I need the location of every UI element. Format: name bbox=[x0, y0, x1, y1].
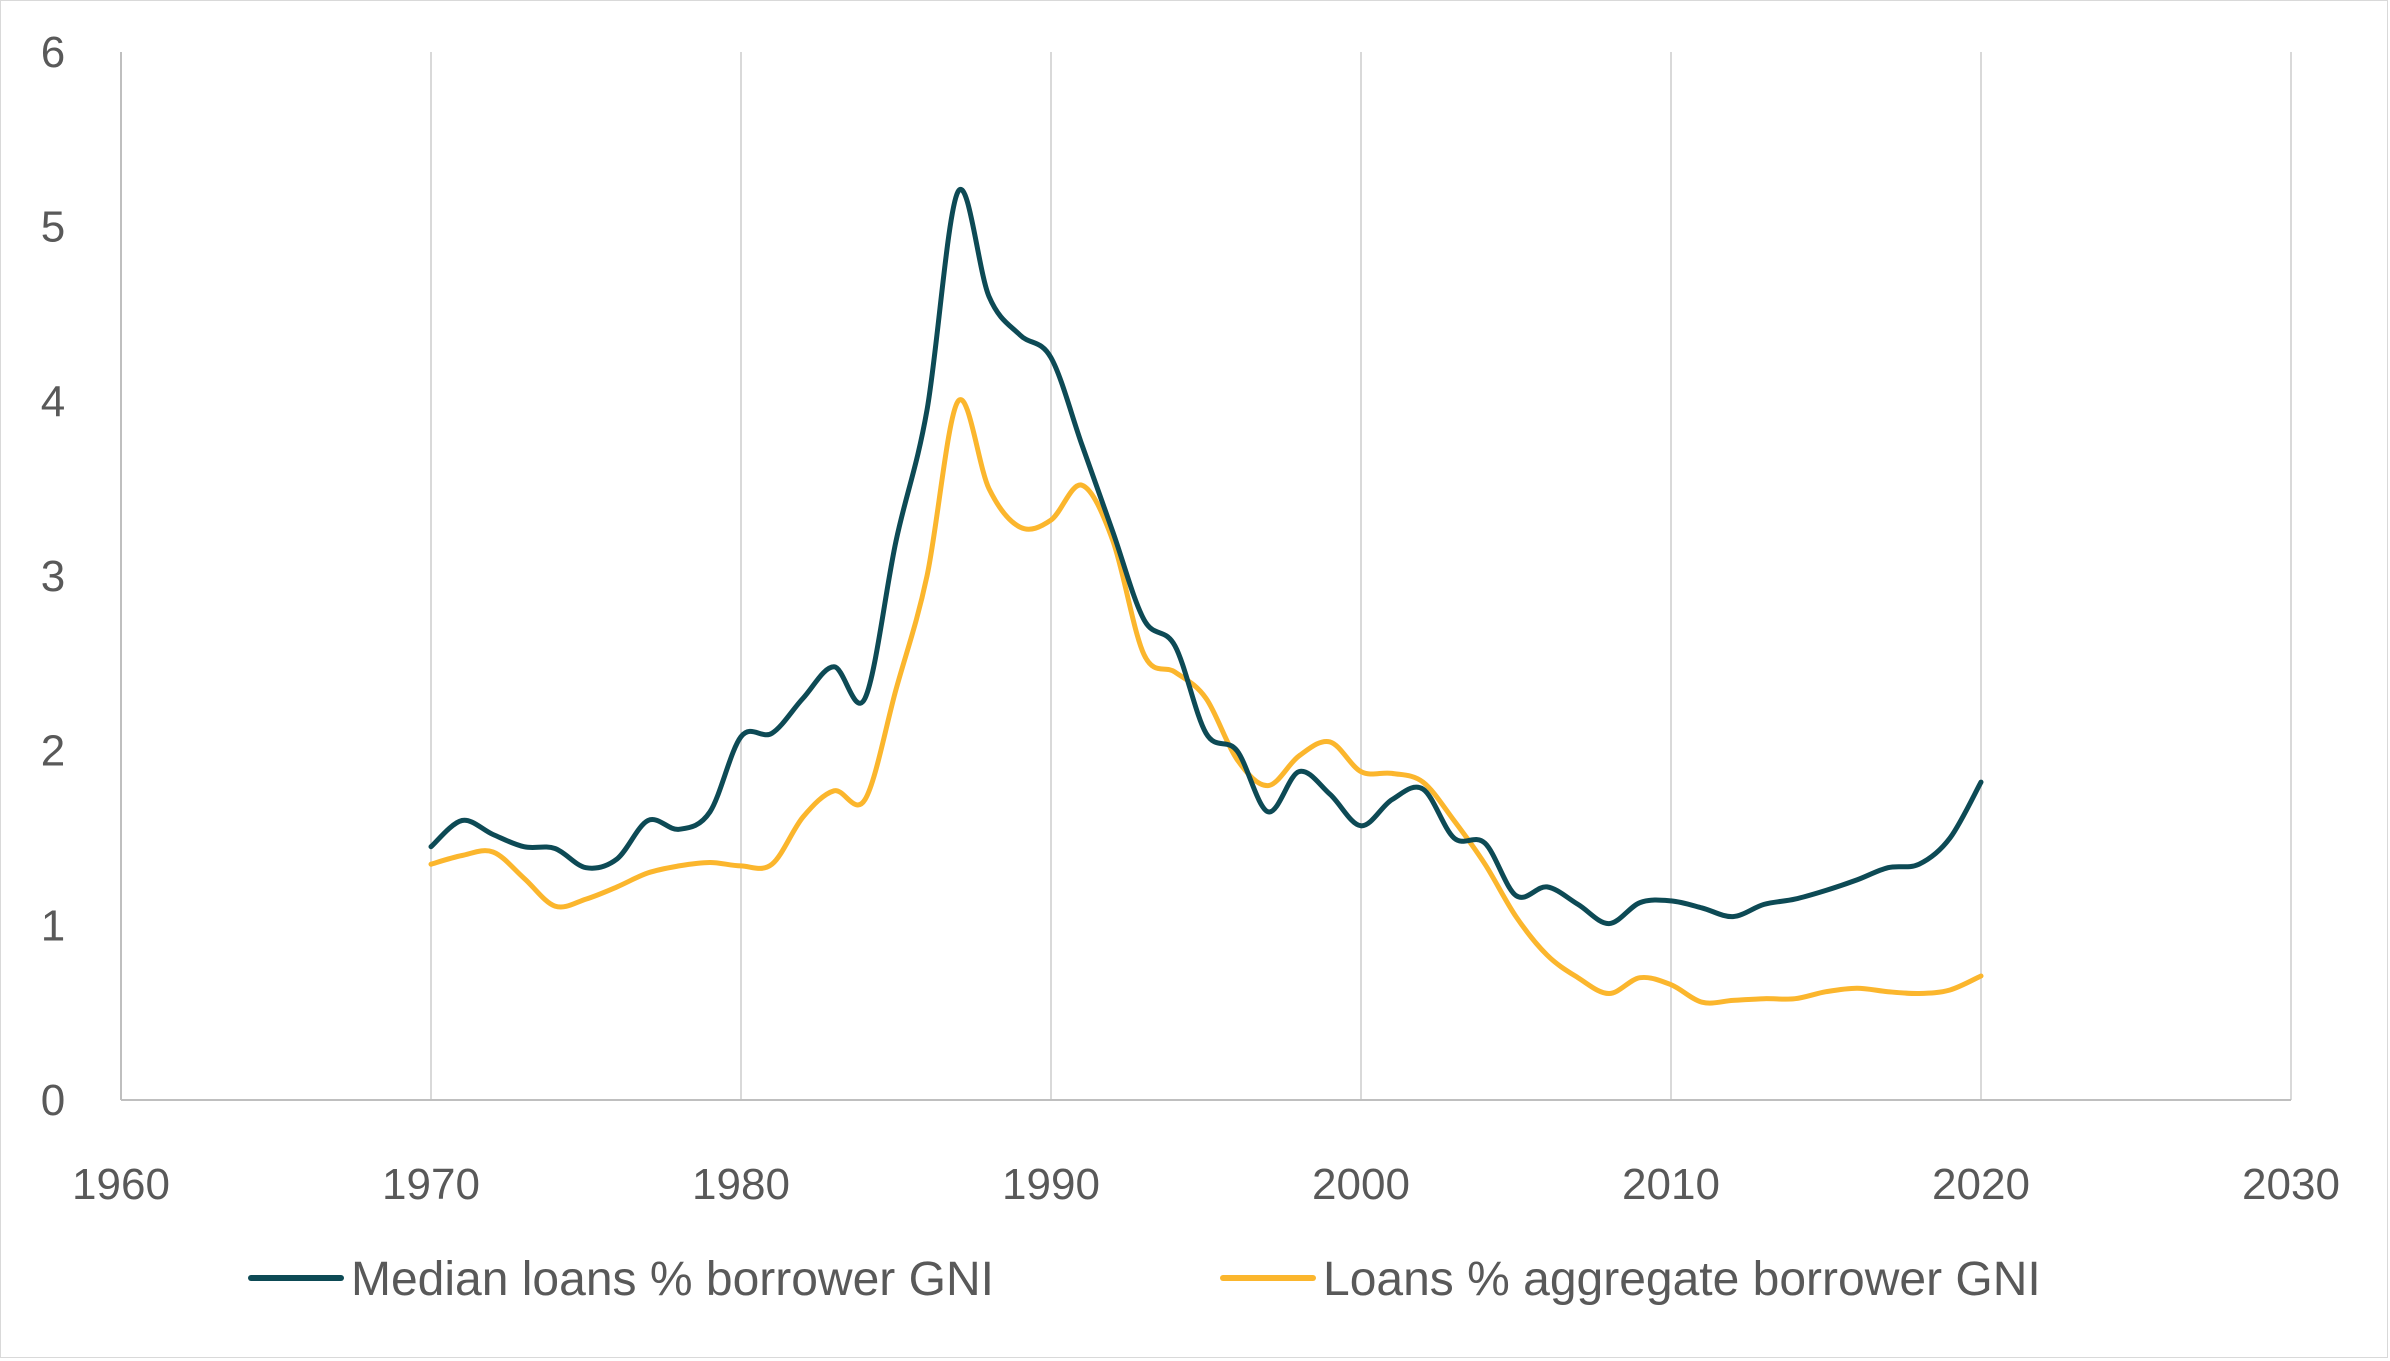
x-tick-label: 2000 bbox=[1312, 1160, 1410, 1209]
x-tick-label: 1970 bbox=[382, 1160, 480, 1209]
tick-labels: 1960 1970 1980 1990 2000 2010 2020 2030 0 1 2 3 4 5 6 bbox=[41, 28, 2340, 1209]
x-tick-label: 2020 bbox=[1932, 1160, 2030, 1209]
y-tick-label: 5 bbox=[41, 203, 65, 252]
series-line-median bbox=[428, 186, 1984, 927]
x-tick-label: 1960 bbox=[72, 1160, 170, 1209]
x-tick-label: 1980 bbox=[692, 1160, 790, 1209]
axes bbox=[120, 52, 2291, 1101]
x-tick-label: 1990 bbox=[1002, 1160, 1100, 1209]
y-tick-label: 2 bbox=[41, 727, 65, 776]
y-tick-label: 1 bbox=[41, 901, 65, 950]
legend-label-aggregate: Loans % aggregate borrower GNI bbox=[1323, 1253, 2041, 1306]
gridlines bbox=[430, 52, 2292, 1100]
y-tick-label: 0 bbox=[41, 1076, 65, 1125]
y-tick-label: 6 bbox=[41, 28, 65, 77]
legend: Median loans % borrower GNI Loans % aggre… bbox=[248, 1253, 2041, 1306]
y-tick-label: 4 bbox=[41, 377, 65, 426]
y-tick-label: 3 bbox=[41, 552, 65, 601]
legend-label-median: Median loans % borrower GNI bbox=[351, 1253, 994, 1306]
x-tick-label: 2010 bbox=[1622, 1160, 1720, 1209]
x-tick-label: 2030 bbox=[2242, 1160, 2340, 1209]
series-lines bbox=[428, 186, 1984, 1006]
series-line-aggregate bbox=[428, 397, 1984, 1006]
